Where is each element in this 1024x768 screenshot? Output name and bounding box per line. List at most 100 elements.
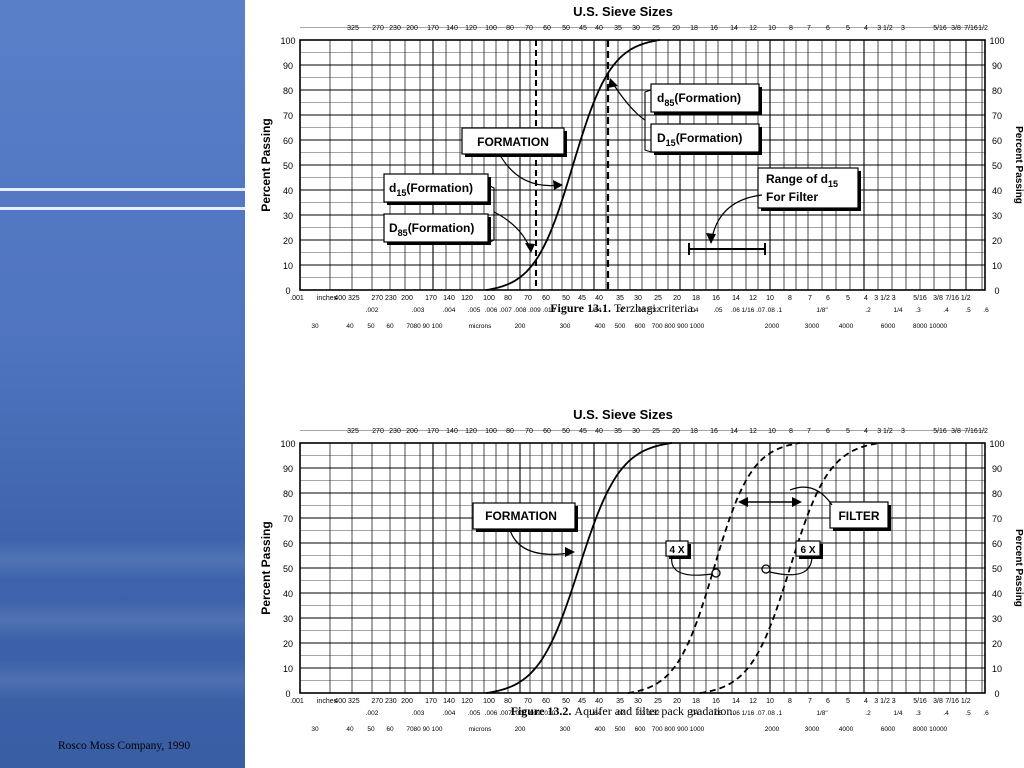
series-formation-curve — [485, 39, 661, 291]
micron-label: 3000 — [805, 726, 820, 733]
D85-formation-label: D85(Formation) — [389, 221, 474, 238]
x-tick-label: 16 — [712, 295, 720, 302]
micron-label: 2000 — [765, 726, 780, 733]
sidebar-stripe — [0, 207, 245, 210]
x-tick-label: 35 — [616, 295, 624, 302]
micron-label: 80 90 100 — [414, 726, 443, 733]
arrow-formation — [499, 154, 561, 187]
D15-label-box — [650, 123, 760, 153]
x-tick-label: 10 — [766, 698, 774, 705]
sieve-tick-label: 6 — [826, 25, 830, 32]
y-tick-label-right: 50 — [992, 161, 1002, 171]
y-tick-label-right: 40 — [992, 589, 1002, 599]
sieve-tick-label: 270 — [372, 25, 384, 32]
plot-frame — [299, 39, 986, 291]
sidebar-wave — [0, 540, 245, 580]
arrow-filter — [789, 486, 833, 506]
x-tick-label: 120 — [461, 698, 473, 705]
series-filter-curve-1 — [627, 442, 801, 694]
x-decimal-label: .002 — [366, 307, 379, 314]
micron-label: 60 — [386, 323, 394, 330]
sieve-tick-label: 200 — [406, 25, 418, 32]
sieve-tick-label: 10 — [768, 428, 776, 435]
x-tick-label: 5 — [846, 295, 850, 302]
sieve-tick-label: 20 — [672, 428, 680, 435]
x-tick-label: 14 — [732, 295, 740, 302]
series-formation-curve-2 — [485, 442, 673, 694]
x-tick-label: 270 230 — [371, 698, 396, 705]
y-tick-label: 0 — [285, 286, 290, 296]
x-tick-label: 35 — [616, 698, 624, 705]
D85-label-box-shadow — [387, 217, 491, 245]
arrowhead — [608, 78, 618, 88]
sieve-tick-label: 18 — [690, 428, 698, 435]
sieve-tick-label: 7 — [807, 428, 811, 435]
sieve-tick-label: 325 — [347, 25, 359, 32]
x-tick-label: 3 1/2 3 — [874, 698, 896, 705]
micron-label: 40 — [346, 323, 354, 330]
x-decimal-label: .05 — [713, 710, 722, 717]
sieve-tick-label: 140 — [446, 428, 458, 435]
arrow-d15 — [493, 211, 531, 249]
x-tick-label: 14 — [732, 698, 740, 705]
micron-label: 200 — [515, 726, 526, 733]
sieve-tick-label: 16 — [710, 428, 718, 435]
x-tick-label: 4 — [864, 295, 868, 302]
formation-label-box — [461, 127, 565, 155]
figure-caption: Figure 13.1. Terzhagi criteria. — [550, 301, 696, 315]
filter-label: FILTER — [838, 509, 879, 523]
x-decimal-label: 1/8" — [816, 307, 828, 314]
sieve-tick-label: 10 — [768, 25, 776, 32]
x-decimal-label: .02 — [615, 307, 624, 314]
y-tick-label-right: 20 — [992, 639, 1002, 649]
x-tick-label: 8 — [788, 295, 792, 302]
6x-label: 6 X — [800, 545, 815, 556]
sieve-tick-label: 170 — [427, 428, 439, 435]
x-tick-label: 30 — [634, 295, 642, 302]
sieve-tick-label: 70 — [525, 428, 533, 435]
x-tick-label: 170 — [425, 295, 437, 302]
y-tick-label-right: 60 — [992, 136, 1002, 146]
sieve-tick-label: 3/8 — [951, 428, 961, 435]
x-decimal-label: 1/8" — [816, 710, 828, 717]
y-tick-label: 90 — [283, 464, 293, 474]
micron-label: 50 — [367, 726, 375, 733]
y-tick-label-right: 50 — [992, 564, 1002, 574]
x-decimal-label: 1/4 — [893, 710, 902, 717]
micron-label: 4000 — [839, 726, 854, 733]
d85-label-box — [650, 83, 760, 113]
sieve-tick-label: 100 — [485, 25, 497, 32]
sieve-tick-label: 230 — [389, 25, 401, 32]
x-tick-label: 80 — [504, 295, 512, 302]
x-decimal-label: .006 .007 .008 .009 .010 — [485, 710, 556, 717]
micron-label: 6000 — [881, 323, 896, 330]
sieve-tick-label: 200 — [406, 428, 418, 435]
sieve-tick-label: 3/8 — [951, 25, 961, 32]
x-decimal-label: .4 — [943, 710, 949, 717]
x-decimal-label: .2 — [865, 710, 871, 717]
micron-label: 500 — [615, 323, 626, 330]
x-tick-label: 18 — [692, 698, 700, 705]
y-tick-label-right: 90 — [992, 464, 1002, 474]
micron-label: 700 800 900 1000 — [652, 726, 705, 733]
micron-label: 300 — [560, 323, 571, 330]
y-tick-label: 50 — [283, 564, 293, 574]
arrow-4x — [671, 555, 713, 576]
formation-label-2: FORMATION — [485, 509, 557, 523]
micron-label: 40 — [346, 726, 354, 733]
micron-label: 600 — [635, 323, 646, 330]
y-tick-label: 40 — [283, 589, 293, 599]
x-tick-label: 20 — [673, 295, 681, 302]
sieve-tick-label: 35 — [614, 428, 622, 435]
micron-label: 4000 — [839, 323, 854, 330]
chart-title: U.S. Sieve Sizes — [573, 407, 673, 422]
x-decimal-label: .3 — [915, 307, 921, 314]
x-tick-label: 16 — [712, 698, 720, 705]
micron-label: 200 — [515, 323, 526, 330]
x-tick-label: 140 — [443, 698, 455, 705]
y-tick-label: 60 — [283, 539, 293, 549]
sieve-tick-label: 100 — [485, 428, 497, 435]
x-tick-label: 30 — [634, 698, 642, 705]
d15-label-box — [383, 173, 489, 203]
sieve-tick-label: 45 — [579, 25, 587, 32]
